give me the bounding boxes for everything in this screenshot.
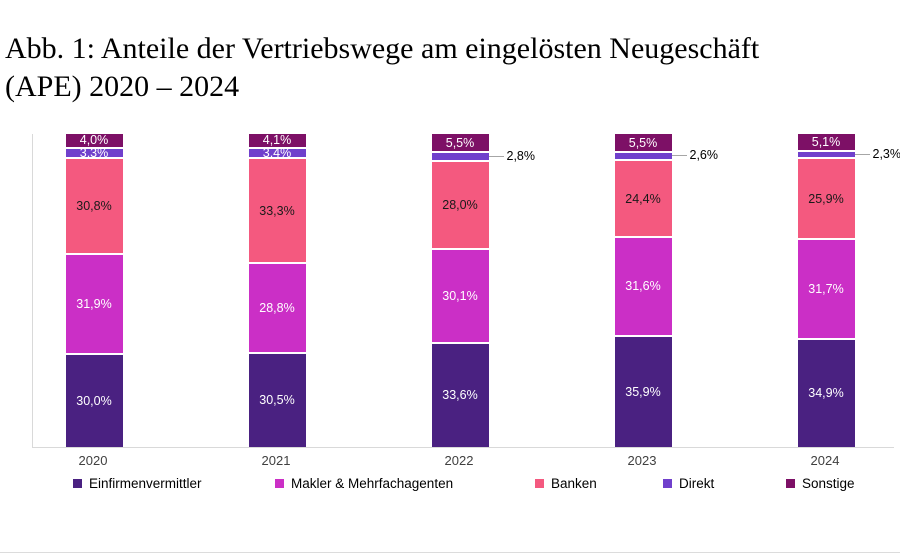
- bar-2020: 30,0% 31,9% 30,8% 3,3% 4,0%: [65, 133, 123, 447]
- legend-item-einfirmenvermittler: Einfirmenvermittler: [73, 476, 202, 491]
- x-tick-2024: 2024: [810, 453, 840, 468]
- segment-2024-sonstige: 5,1%: [797, 134, 855, 150]
- plot-area: 30,0% 31,9% 30,8% 3,3% 4,0% 30,5% 28,8% 33,3% 3,…: [32, 133, 900, 448]
- leader-line: [488, 155, 504, 157]
- value-label: 30,5%: [259, 393, 295, 408]
- value-label: 35,9%: [625, 384, 661, 399]
- value-label: 5,1%: [811, 135, 841, 150]
- value-label-outside: 2,6%: [689, 148, 719, 163]
- segment-2023-makler-mehrfachagenten: 31,6%: [614, 235, 672, 335]
- segment-2023-einfirmenvermittler: 35,9%: [614, 334, 672, 447]
- legend-label: Einfirmenvermittler: [89, 476, 202, 491]
- value-label-outside: 2,3%: [872, 146, 900, 161]
- value-label: 34,9%: [808, 386, 844, 401]
- legend-swatch-icon: [786, 479, 795, 488]
- segment-2021-makler-mehrfachagenten: 28,8%: [248, 261, 306, 352]
- legend-label: Makler & Mehrfachagenten: [291, 476, 454, 491]
- legend-swatch-icon: [535, 479, 544, 488]
- legend-swatch-icon: [275, 479, 284, 488]
- bar-2024: 34,9% 31,7% 25,9% 5,1%: [797, 134, 855, 447]
- value-label: 30,8%: [76, 199, 112, 214]
- segment-2022-direkt: [431, 151, 489, 161]
- segment-2022-einfirmenvermittler: 33,6%: [431, 341, 489, 447]
- segment-2021-sonstige: 4,1%: [248, 133, 306, 148]
- x-tick-2021: 2021: [261, 453, 291, 468]
- value-label: 30,1%: [442, 288, 478, 303]
- x-tick-2023: 2023: [627, 453, 657, 468]
- segment-2023-direkt: [614, 151, 672, 160]
- legend-label: Direkt: [679, 476, 715, 491]
- legend-swatch-icon: [73, 479, 82, 488]
- legend-swatch-icon: [663, 479, 672, 488]
- segment-2021-banken: 33,3%: [248, 157, 306, 262]
- bottom-divider: [0, 552, 900, 553]
- legend-label: Banken: [551, 476, 597, 491]
- value-label: 25,9%: [808, 191, 844, 206]
- segment-2024-einfirmenvermittler: 34,9%: [797, 337, 855, 447]
- value-label: 33,6%: [442, 388, 478, 403]
- segment-2020-direkt: 3,3%: [65, 145, 123, 160]
- leader-line: [671, 155, 687, 157]
- segment-2022-banken: 28,0%: [431, 160, 489, 248]
- legend: Einfirmenvermittler Makler & Mehrfachagen…: [0, 476, 900, 496]
- bar-2022: 33,6% 30,1% 28,0% 5,5%: [431, 134, 489, 447]
- leader-line: [854, 153, 870, 155]
- x-tick-2020: 2020: [78, 453, 108, 468]
- segment-2023-banken: 24,4%: [614, 159, 672, 236]
- value-label: 33,3%: [259, 203, 295, 218]
- value-label: 31,9%: [76, 297, 112, 312]
- chart-title-line1: Abb. 1: Anteile der Vertriebswege am ein…: [5, 32, 760, 65]
- legend-item-banken: Banken: [535, 476, 597, 491]
- segment-2021-direkt: 3,4%: [248, 146, 306, 161]
- value-label: 5,5%: [628, 135, 658, 150]
- segment-2020-einfirmenvermittler: 30,0%: [65, 353, 123, 447]
- bar-2023: 35,9% 31,6% 24,4% 5,5%: [614, 134, 672, 447]
- chart-title-line2: (APE) 2020 – 2024: [5, 70, 240, 103]
- value-label-outside: 2,8%: [506, 148, 536, 163]
- segment-2022-sonstige: 5,5%: [431, 134, 489, 152]
- segment-2024-makler-mehrfachagenten: 31,7%: [797, 238, 855, 338]
- segment-2022-makler-mehrfachagenten: 30,1%: [431, 247, 489, 342]
- legend-item-sonstige: Sonstige: [786, 476, 855, 491]
- legend-label: Sonstige: [802, 476, 855, 491]
- segment-2020-banken: 30,8%: [65, 156, 123, 254]
- bar-2021: 30,5% 28,8% 33,3% 3,4% 4,1%: [248, 133, 306, 447]
- value-label: 28,8%: [259, 300, 295, 315]
- value-label: 4,1%: [262, 133, 292, 148]
- value-label: 30,0%: [76, 394, 112, 409]
- segment-2020-makler-mehrfachagenten: 31,9%: [65, 253, 123, 354]
- segment-2024-banken: 25,9%: [797, 157, 855, 239]
- value-label: 4,0%: [79, 133, 109, 148]
- value-label: 31,7%: [808, 282, 844, 296]
- x-tick-2022: 2022: [444, 453, 474, 468]
- segment-2023-sonstige: 5,5%: [614, 134, 672, 152]
- legend-item-direkt: Direkt: [663, 476, 714, 491]
- chart-title: Abb. 1: Anteile der Vertriebswege am ein…: [5, 30, 759, 106]
- segment-2020-sonstige: 4,0%: [65, 133, 123, 148]
- value-label: 3,4%: [262, 146, 292, 161]
- x-axis: 2020 2021 2022 2023 2024: [32, 453, 893, 471]
- value-label: 5,5%: [445, 135, 475, 150]
- segment-2021-einfirmenvermittler: 30,5%: [248, 351, 306, 447]
- legend-item-makler-mehrfachagenten: Makler & Mehrfachagenten: [275, 476, 453, 491]
- value-label: 31,6%: [625, 279, 661, 294]
- value-label: 28,0%: [442, 197, 478, 212]
- value-label: 3,3%: [79, 145, 109, 160]
- value-label: 24,4%: [625, 191, 661, 206]
- segment-2024-direkt: [797, 150, 855, 158]
